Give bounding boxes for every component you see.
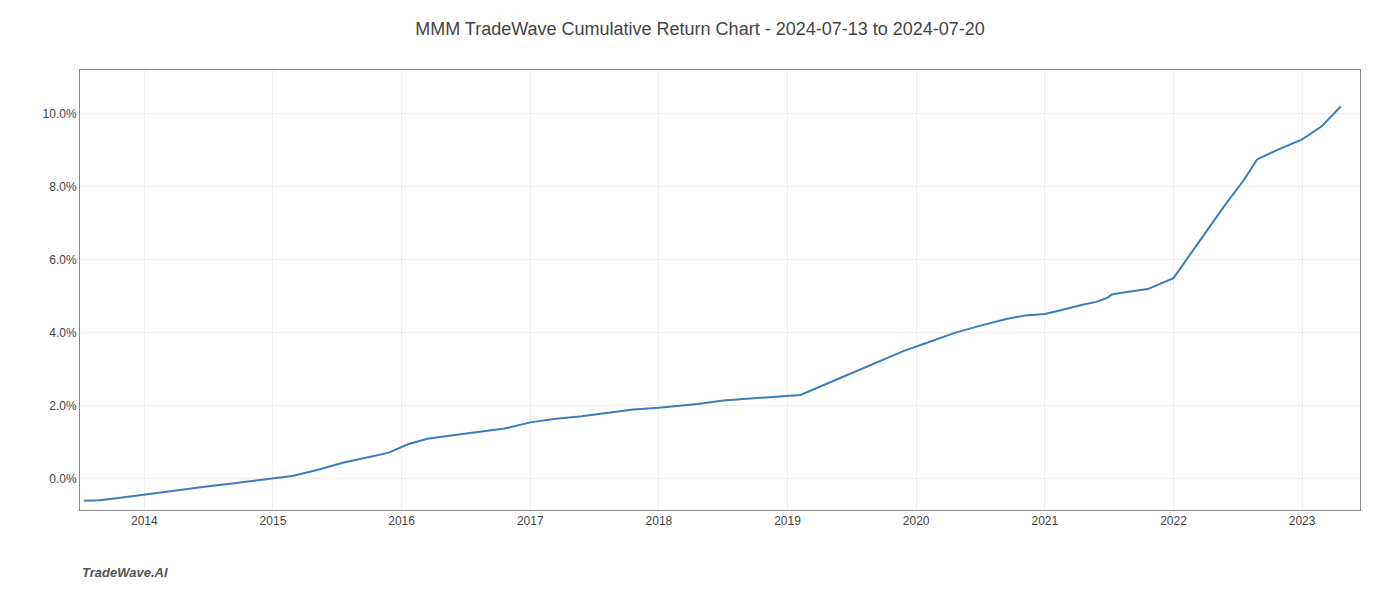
svg-text:4.0%: 4.0% — [49, 326, 77, 340]
svg-text:MMM TradeWave Cumulative Retur: MMM TradeWave Cumulative Return Chart - … — [415, 19, 985, 39]
svg-text:2016: 2016 — [388, 514, 415, 528]
svg-text:6.0%: 6.0% — [49, 253, 77, 267]
svg-text:2015: 2015 — [260, 514, 287, 528]
svg-text:10.0%: 10.0% — [43, 107, 77, 121]
svg-text:2022: 2022 — [1160, 514, 1187, 528]
svg-text:2017: 2017 — [517, 514, 544, 528]
svg-text:2019: 2019 — [774, 514, 801, 528]
svg-text:2020: 2020 — [903, 514, 930, 528]
svg-text:8.0%: 8.0% — [49, 180, 77, 194]
svg-text:0.0%: 0.0% — [49, 472, 77, 486]
svg-text:2023: 2023 — [1289, 514, 1316, 528]
svg-text:2018: 2018 — [646, 514, 673, 528]
svg-text:2021: 2021 — [1031, 514, 1058, 528]
svg-text:2.0%: 2.0% — [49, 399, 77, 413]
svg-text:TradeWave.AI: TradeWave.AI — [82, 565, 168, 580]
svg-text:2014: 2014 — [131, 514, 158, 528]
